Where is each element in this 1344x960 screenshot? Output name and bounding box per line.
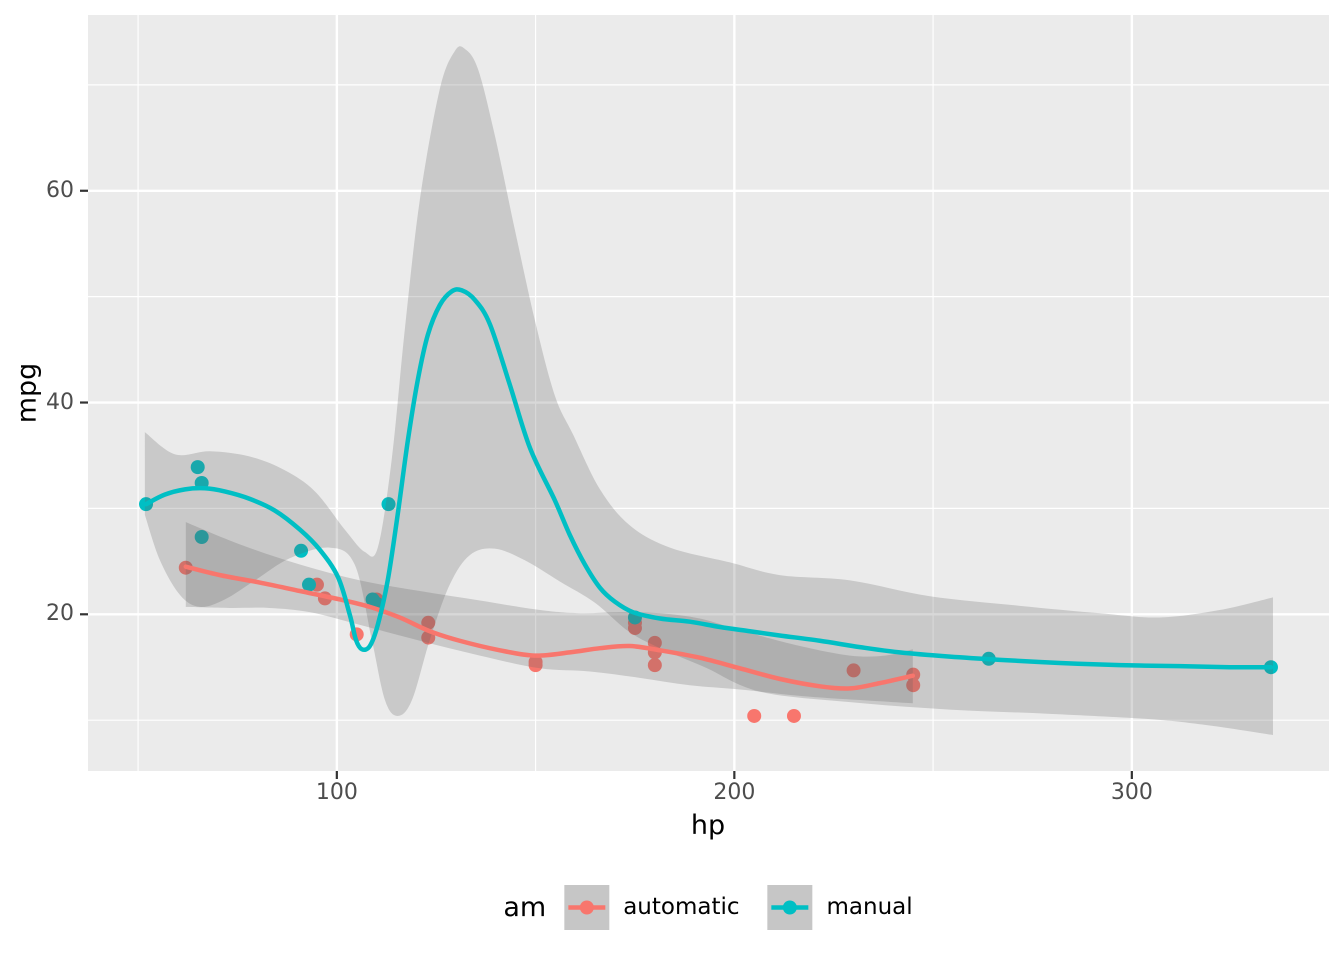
y-axis-title: mpg (11, 362, 43, 424)
y-tick-label: 40 (46, 389, 74, 415)
y-tick-label: 60 (46, 177, 74, 203)
legend-title: am (503, 891, 547, 923)
data-point-manual (302, 577, 317, 592)
data-point-manual (381, 497, 396, 512)
confidence-ribbon-manual (144, 46, 1273, 735)
legend: am automatic manual (503, 883, 913, 931)
x-axis-title: hp (690, 810, 726, 841)
data-point-manual (294, 543, 309, 558)
x-tick-label: 100 (315, 780, 358, 805)
legend-entry-manual: manual (767, 884, 913, 930)
smooth-line-manual (143, 287, 1274, 670)
data-point-manual (365, 592, 380, 607)
x-tick-label: 200 (713, 780, 756, 805)
legend-label-manual: manual (826, 894, 913, 920)
panel-background (88, 15, 1329, 771)
data-point-automatic (786, 708, 801, 723)
y-tick-label: 20 (46, 601, 74, 627)
smooth-line-automatic (183, 564, 916, 691)
x-tick-label: 300 (1110, 780, 1153, 805)
legend-key-point (579, 900, 594, 914)
legend-entry-automatic: automatic (564, 884, 740, 930)
data-point-manual (194, 530, 209, 544)
data-point-automatic (528, 658, 543, 673)
legend-key-point (783, 900, 798, 914)
legend-key-automatic-icon (564, 884, 610, 930)
data-point-automatic (906, 678, 921, 693)
data-point-manual (190, 460, 205, 475)
confidence-ribbon-automatic (185, 522, 913, 704)
legend-key-manual-icon (767, 884, 813, 930)
data-point-automatic (421, 615, 436, 630)
data-point-automatic (747, 708, 762, 723)
data-point-automatic (647, 635, 662, 650)
legend-label-automatic: automatic (623, 894, 740, 920)
data-point-automatic (846, 663, 861, 678)
data-point-automatic (647, 658, 662, 673)
